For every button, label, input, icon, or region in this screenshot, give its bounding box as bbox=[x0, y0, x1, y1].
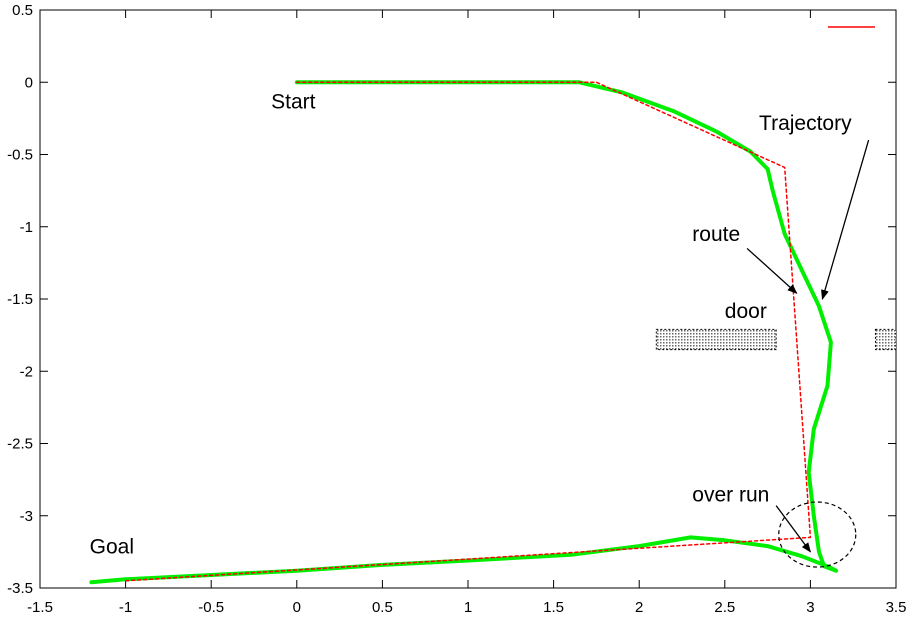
annotations: Start Goal Trajectory route door over run bbox=[90, 90, 870, 568]
y-tick-label: -0.5 bbox=[7, 147, 33, 164]
x-tick-label: 3 bbox=[806, 599, 814, 616]
series-group bbox=[89, 80, 839, 585]
x-tick-label: -1 bbox=[119, 599, 132, 616]
y-tick-label: -2 bbox=[20, 363, 33, 380]
x-tick-label: 0 bbox=[293, 599, 301, 616]
trajectory-arrow bbox=[821, 139, 870, 300]
door-obstacles bbox=[655, 328, 897, 351]
door-label: door bbox=[725, 300, 767, 323]
y-tick-label: -1.5 bbox=[7, 291, 33, 308]
x-tick-label: 3.5 bbox=[886, 599, 907, 616]
goal-label: Goal bbox=[90, 535, 134, 558]
axis-ticks: -1.5 -1 -0.5 0 0.5 1 1.5 2 2.5 3 3.5 0.5 0 -0.5 -1 -1.5… bbox=[7, 2, 906, 616]
y-tick-label: -1 bbox=[20, 219, 33, 236]
y-tick-label: 0 bbox=[25, 74, 33, 91]
overrun-circle bbox=[778, 501, 857, 568]
y-tick-label: -3 bbox=[20, 508, 33, 525]
trajectory-label: Trajectory bbox=[759, 112, 852, 135]
trajectory-line bbox=[89, 80, 839, 585]
wall-obstacle bbox=[655, 328, 777, 351]
y-tick-label: 0.5 bbox=[12, 2, 33, 19]
x-tick-label: 0.5 bbox=[372, 599, 393, 616]
route-label: route bbox=[692, 223, 740, 246]
x-tick-label: 2.5 bbox=[714, 599, 735, 616]
route-line bbox=[124, 81, 812, 582]
start-label: Start bbox=[271, 90, 316, 113]
x-tick-label: -0.5 bbox=[198, 599, 224, 616]
x-tick-label: 2 bbox=[635, 599, 643, 616]
x-tick-label: 1.5 bbox=[543, 599, 564, 616]
y-tick-label: -2.5 bbox=[7, 436, 33, 453]
overrun-arrow bbox=[775, 505, 811, 553]
x-tick-label: 1 bbox=[464, 599, 472, 616]
wall-obstacle bbox=[874, 328, 897, 351]
overrun-label: over run bbox=[692, 483, 769, 506]
route-arrow bbox=[746, 247, 798, 294]
y-tick-label: -3.5 bbox=[7, 580, 33, 597]
x-tick-label: -1.5 bbox=[27, 599, 53, 616]
